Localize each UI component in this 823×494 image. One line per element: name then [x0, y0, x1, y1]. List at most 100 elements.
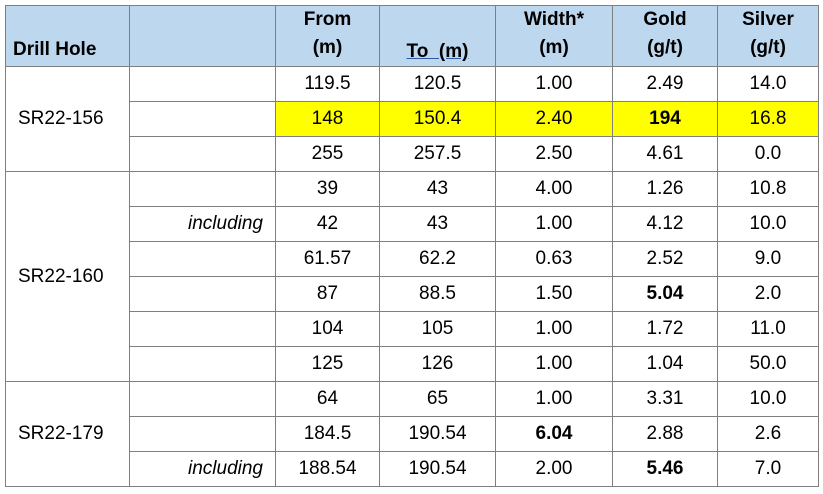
to-cell: 62.2 — [379, 241, 496, 277]
silver-cell: 50.0 — [717, 346, 819, 382]
table-row: 104 105 1.00 1.72 11.0 — [6, 311, 819, 347]
drill-hole-cell: SR22-160 — [5, 171, 130, 382]
note-cell — [129, 171, 276, 207]
note-cell — [129, 136, 276, 172]
note-cell — [129, 276, 276, 312]
header-width-label: Width* — [524, 9, 584, 30]
from-cell: 64 — [275, 381, 380, 417]
header-gold-unit: (g/t) — [647, 37, 683, 58]
table-row: SR22-156 119.5 120.5 1.00 2.49 14.0 — [5, 66, 819, 172]
table-header: Drill Hole From (m) To (m) Width* (m) Gold… — [5, 5, 819, 67]
note-cell — [129, 311, 276, 347]
header-to: To (m) — [379, 5, 496, 67]
silver-cell: 10.0 — [717, 381, 819, 417]
to-cell: 120.5 — [379, 66, 496, 102]
gold-cell: 2.52 — [612, 241, 718, 277]
width-cell: 2.40 — [495, 101, 613, 137]
gold-cell: 1.72 — [612, 311, 718, 347]
silver-cell: 11.0 — [717, 311, 819, 347]
header-to-label: To (m) — [406, 41, 469, 62]
table-row: 148 150.4 2.40 194 16.8 — [6, 101, 819, 137]
width-cell: 1.00 — [495, 381, 613, 417]
silver-cell: 14.0 — [717, 66, 819, 102]
silver-cell: 16.8 — [717, 101, 819, 137]
note-cell: including — [129, 451, 276, 487]
width-cell: 4.00 — [495, 171, 613, 207]
from-cell: 39 — [275, 171, 380, 207]
from-cell: 61.57 — [275, 241, 380, 277]
gold-cell: 5.46 — [612, 451, 718, 487]
note-cell — [129, 241, 276, 277]
to-cell: 105 — [379, 311, 496, 347]
to-cell: 190.54 — [379, 416, 496, 452]
silver-cell: 9.0 — [717, 241, 819, 277]
gold-cell: 3.31 — [612, 381, 718, 417]
gold-cell: 2.88 — [612, 416, 718, 452]
gold-cell: 194 — [612, 101, 718, 137]
header-from: From (m) — [275, 5, 380, 67]
silver-cell: 0.0 — [717, 136, 819, 172]
note-cell: including — [129, 206, 276, 242]
width-cell: 1.00 — [495, 66, 613, 102]
note-cell — [129, 416, 276, 452]
table-row: 184.5 190.54 6.04 2.88 2.6 — [6, 416, 819, 452]
from-cell: 184.5 — [275, 416, 380, 452]
table-row: including 188.54 190.54 2.00 5.46 7.0 — [6, 451, 819, 487]
table-row: 61.57 62.2 0.63 2.52 9.0 — [6, 241, 819, 277]
gold-cell: 5.04 — [612, 276, 718, 312]
width-cell: 2.50 — [495, 136, 613, 172]
drill-hole-cell: SR22-179 — [5, 381, 130, 487]
header-gold: Gold (g/t) — [612, 5, 718, 67]
assay-results-table: Drill Hole From (m) To (m) Width* (m) Gold… — [5, 5, 819, 487]
silver-cell: 10.0 — [717, 206, 819, 242]
gold-cell: 4.12 — [612, 206, 718, 242]
silver-cell: 2.0 — [717, 276, 819, 312]
to-cell: 257.5 — [379, 136, 496, 172]
header-silver: Silver (g/t) — [717, 5, 819, 67]
note-cell — [129, 381, 276, 417]
gold-cell: 1.26 — [612, 171, 718, 207]
width-cell: 1.50 — [495, 276, 613, 312]
note-cell — [129, 101, 276, 137]
width-cell: 6.04 — [495, 416, 613, 452]
to-cell: 88.5 — [379, 276, 496, 312]
to-cell: 150.4 — [379, 101, 496, 137]
header-drill-hole: Drill Hole — [5, 5, 130, 67]
gold-cell: 1.04 — [612, 346, 718, 382]
table-row: 87 88.5 1.50 5.04 2.0 — [6, 276, 819, 312]
header-silver-unit: (g/t) — [750, 37, 786, 58]
from-cell: 87 — [275, 276, 380, 312]
header-gold-label: Gold — [643, 9, 687, 30]
gold-cell: 2.49 — [612, 66, 718, 102]
from-cell: 188.54 — [275, 451, 380, 487]
drill-hole-cell: SR22-156 — [5, 66, 130, 172]
width-cell: 1.00 — [495, 206, 613, 242]
to-cell: 126 — [379, 346, 496, 382]
table-row: including 42 43 1.00 4.12 10.0 — [6, 206, 819, 242]
width-cell: 2.00 — [495, 451, 613, 487]
to-cell: 65 — [379, 381, 496, 417]
header-note — [129, 5, 276, 67]
from-cell: 148 — [275, 101, 380, 137]
header-width-unit: (m) — [539, 37, 569, 58]
note-cell — [129, 346, 276, 382]
header-from-unit: (m) — [312, 37, 343, 58]
silver-cell: 2.6 — [717, 416, 819, 452]
silver-cell: 10.8 — [717, 171, 819, 207]
from-cell: 125 — [275, 346, 380, 382]
table-row: 255 257.5 2.50 4.61 0.0 — [6, 136, 819, 172]
header-width: Width* (m) — [495, 5, 613, 67]
width-cell: 1.00 — [495, 311, 613, 347]
table-row: SR22-160 39 43 4.00 1.26 10.8 — [5, 171, 819, 382]
table-body: SR22-156 119.5 120.5 1.00 2.49 14.0 148 150.4 2.… — [5, 66, 819, 487]
header-from-label: From — [303, 9, 352, 30]
table-row: SR22-179 64 65 1.00 3.31 10.0 — [5, 381, 819, 487]
from-cell: 104 — [275, 311, 380, 347]
to-cell: 43 — [379, 171, 496, 207]
width-cell: 0.63 — [495, 241, 613, 277]
to-cell: 43 — [379, 206, 496, 242]
from-cell: 119.5 — [275, 66, 380, 102]
width-cell: 1.00 — [495, 346, 613, 382]
silver-cell: 7.0 — [717, 451, 819, 487]
from-cell: 42 — [275, 206, 380, 242]
